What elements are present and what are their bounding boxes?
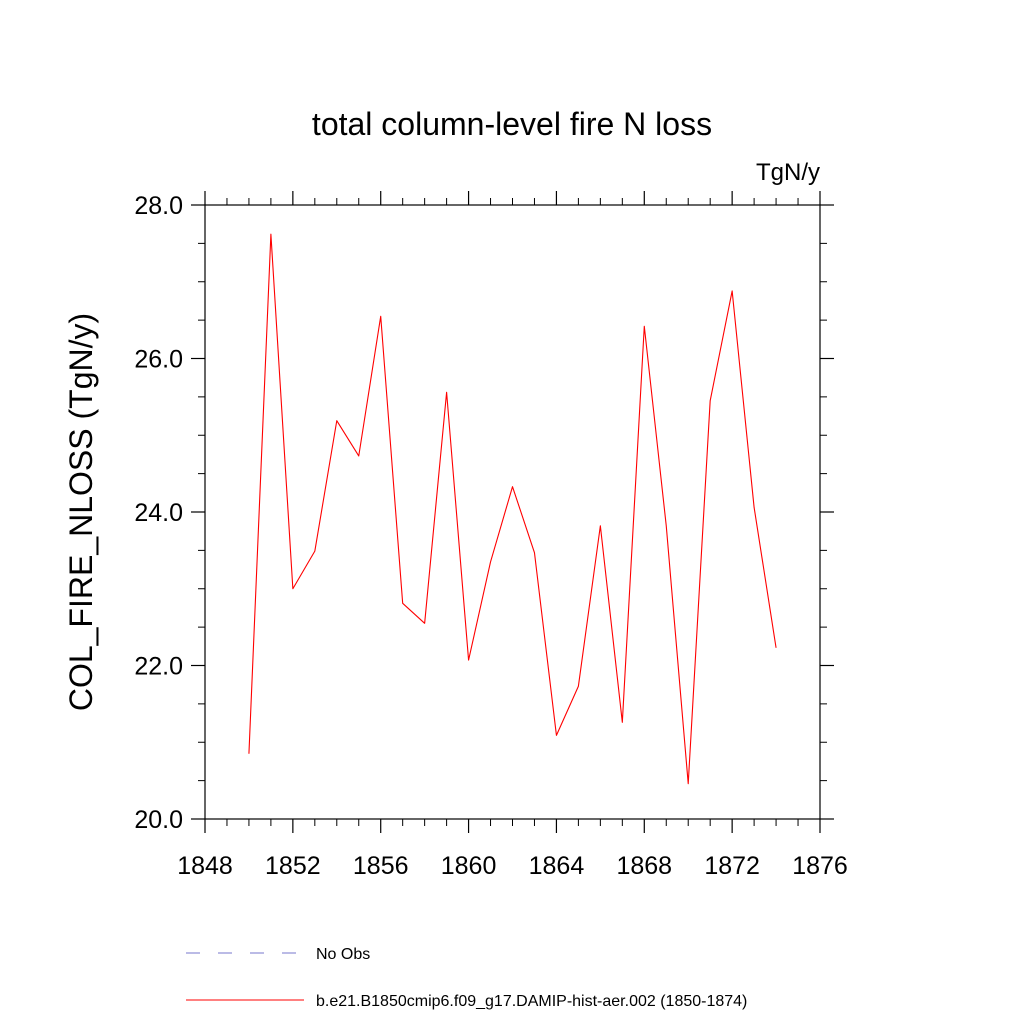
y-tick-label: 22.0 <box>134 653 183 681</box>
y-tick-label: 20.0 <box>134 806 183 834</box>
legend: No Obs b.e21.B1850cmip6.f09_g17.DAMIP-his… <box>186 946 747 1010</box>
data-point <box>313 550 316 553</box>
x-tick-label: 1852 <box>265 852 321 880</box>
data-point <box>467 659 470 662</box>
data-point <box>621 721 624 724</box>
x-tick-label: 1848 <box>177 852 233 880</box>
legend-label: No Obs <box>316 946 370 963</box>
data-point <box>709 399 712 402</box>
data-point <box>401 602 404 605</box>
data-point <box>533 551 536 554</box>
data-point <box>357 454 360 457</box>
data-point <box>643 325 646 328</box>
x-tick-label: 1856 <box>353 852 409 880</box>
data-point <box>489 560 492 563</box>
y-tick-label: 28.0 <box>134 192 183 220</box>
y-axis-label: COL_FIRE_NLOSS (TgN/y) <box>63 313 99 711</box>
y-tick-label: 24.0 <box>134 499 183 527</box>
x-tick-label: 1872 <box>704 852 760 880</box>
data-point <box>775 646 778 649</box>
data-point <box>291 587 294 590</box>
data-point <box>753 506 756 509</box>
data-series <box>247 233 778 785</box>
plot-frame <box>204 204 821 820</box>
legend-label: b.e21.B1850cmip6.f09_g17.DAMIP-hist-aer.… <box>316 993 747 1010</box>
y-tick-label: 26.0 <box>134 346 183 374</box>
data-point <box>555 734 558 737</box>
data-point <box>269 233 272 236</box>
data-point <box>335 419 338 422</box>
chart-title: total column-level fire N loss <box>312 106 712 142</box>
x-tick-label: 1860 <box>441 852 497 880</box>
data-point <box>665 524 668 527</box>
axis-ticks <box>191 191 834 833</box>
x-tick-label: 1868 <box>616 852 672 880</box>
series-line <box>248 233 777 785</box>
data-point <box>423 622 426 625</box>
data-point <box>577 685 580 688</box>
data-point <box>599 524 602 527</box>
data-point <box>511 485 514 488</box>
data-point <box>379 315 382 318</box>
data-point <box>445 391 448 394</box>
x-tick-label: 1876 <box>792 852 848 880</box>
units-label: TgN/y <box>756 159 820 186</box>
axis-tick-labels: 1848 1852 1856 1860 1864 1868 1872 1876 20.0 22.0… <box>134 192 847 880</box>
data-point <box>247 752 250 755</box>
data-point <box>687 782 690 785</box>
x-tick-label: 1864 <box>529 852 585 880</box>
data-point <box>731 289 734 292</box>
